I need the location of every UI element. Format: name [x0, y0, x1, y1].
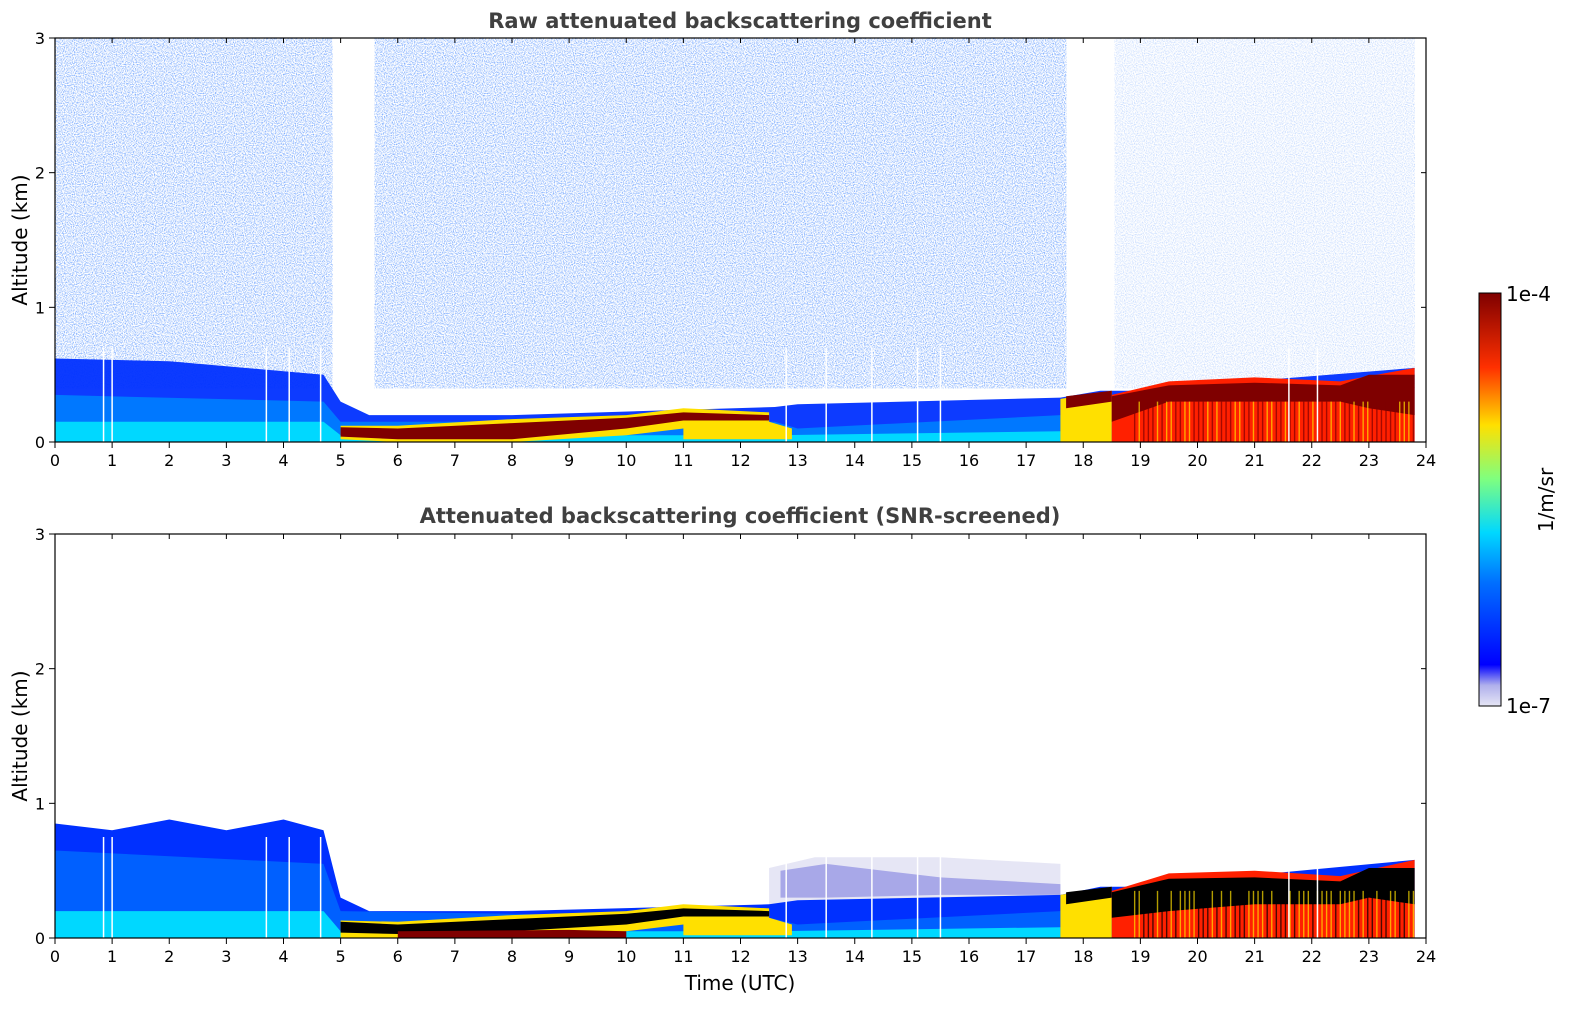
x-tick-label: 8 [507, 947, 517, 966]
screened-y-label: Altitude (km) [8, 670, 32, 801]
low-cloud-top [1066, 886, 1112, 905]
screened-x-axis: 0 1 2 3 4 5 6 7 8 9 10 11 12 13 14 15 16 17 18 19 20 21 22 23 24 [50, 534, 1436, 966]
colorbar-units-label: 1/m/sr [1534, 467, 1558, 532]
x-tick-label: 4 [278, 451, 288, 470]
y-tick-label: 1 [35, 794, 45, 813]
noise-region [55, 38, 333, 389]
x-tick-label: 18 [1073, 947, 1093, 966]
x-tick-label: 7 [450, 451, 460, 470]
raw-y-axis: 0 1 2 3 [35, 29, 1426, 452]
screened-heatmap [55, 819, 1415, 938]
y-tick-label: 1 [35, 298, 45, 317]
y-tick-label: 0 [35, 929, 45, 948]
x-tick-label: 20 [1187, 947, 1207, 966]
x-tick-label: 16 [959, 947, 979, 966]
x-tick-label: 23 [1359, 451, 1379, 470]
near-surface-aerosol [55, 421, 1061, 442]
x-tick-label: 13 [787, 451, 807, 470]
x-tick-label: 22 [1302, 451, 1322, 470]
colorbar-max-label: 1e-4 [1506, 282, 1551, 306]
x-tick-label: 15 [902, 947, 922, 966]
x-tick-label: 10 [616, 947, 636, 966]
chart-title-screened: Attenuated backscattering coefficient (S… [420, 504, 1061, 528]
x-tick-label: 20 [1187, 451, 1207, 470]
x-tick-label: 21 [1244, 451, 1264, 470]
y-tick-label: 3 [35, 525, 45, 544]
x-axis-label: Time (UTC) [684, 971, 796, 995]
x-tick-label: 24 [1416, 947, 1436, 966]
x-tick-label: 19 [1130, 451, 1150, 470]
x-tick-label: 18 [1073, 451, 1093, 470]
x-tick-label: 11 [673, 451, 693, 470]
raw-backscatter-panel: Raw attenuated backscattering coefficien… [8, 9, 1436, 470]
y-tick-label: 3 [35, 29, 45, 48]
x-tick-label: 12 [730, 451, 750, 470]
residual-layer-core [780, 863, 1061, 898]
x-tick-label: 12 [730, 947, 750, 966]
colorbar: 1e-4 1e-7 1/m/sr [1478, 282, 1558, 718]
cloud-below [683, 421, 792, 440]
stratus-cloud-core [340, 412, 770, 440]
x-tick-label: 15 [902, 451, 922, 470]
screened-y-axis: 0 1 2 3 [35, 525, 1426, 948]
x-tick-label: 14 [845, 451, 865, 470]
noise-region [374, 38, 1067, 389]
stratus-cloud-saturated [340, 908, 770, 934]
x-tick-label: 9 [564, 451, 574, 470]
x-tick-label: 19 [1130, 947, 1150, 966]
noise-field [55, 38, 1415, 389]
stratus-base [397, 929, 627, 938]
y-tick-label: 2 [35, 660, 45, 679]
x-tick-label: 21 [1244, 947, 1264, 966]
x-tick-label: 22 [1302, 947, 1322, 966]
x-tick-label: 5 [336, 947, 346, 966]
x-tick-label: 24 [1416, 451, 1436, 470]
noise-region [1114, 38, 1415, 389]
x-tick-label: 5 [336, 451, 346, 470]
x-tick-label: 3 [221, 451, 231, 470]
x-tick-label: 8 [507, 451, 517, 470]
raw-y-label: Altitude (km) [8, 174, 32, 305]
colorbar-min-label: 1e-7 [1506, 694, 1551, 718]
colorbar-scale [1478, 292, 1502, 707]
x-tick-label: 2 [164, 451, 174, 470]
screened-backscatter-panel: Attenuated backscattering coefficient (S… [8, 504, 1436, 995]
raw-x-axis: 0 1 2 3 4 5 6 7 8 9 10 11 12 13 14 15 16 17 18 19 20 21 22 23 24 [50, 38, 1436, 470]
x-tick-label: 9 [564, 947, 574, 966]
chart-title-raw: Raw attenuated backscattering coefficien… [488, 9, 992, 33]
x-tick-label: 3 [221, 947, 231, 966]
x-tick-label: 14 [845, 947, 865, 966]
cloud-below [683, 917, 792, 936]
x-tick-label: 7 [450, 947, 460, 966]
x-tick-label: 11 [673, 947, 693, 966]
y-tick-label: 2 [35, 164, 45, 183]
x-tick-label: 6 [393, 451, 403, 470]
fog-core [1111, 374, 1415, 422]
x-tick-label: 4 [278, 947, 288, 966]
x-tick-label: 1 [107, 451, 117, 470]
x-tick-label: 0 [50, 947, 60, 966]
x-tick-label: 17 [1016, 947, 1036, 966]
x-tick-label: 17 [1016, 451, 1036, 470]
x-tick-label: 16 [959, 451, 979, 470]
x-tick-label: 1 [107, 947, 117, 966]
x-tick-label: 6 [393, 947, 403, 966]
near-surface-aerosol [55, 911, 1061, 938]
x-tick-label: 0 [50, 451, 60, 470]
raw-heatmap [55, 38, 1415, 442]
x-tick-label: 2 [164, 947, 174, 966]
x-tick-label: 23 [1359, 947, 1379, 966]
x-tick-label: 13 [787, 947, 807, 966]
y-tick-label: 0 [35, 433, 45, 452]
low-cloud-top [1066, 390, 1112, 409]
x-tick-label: 10 [616, 451, 636, 470]
